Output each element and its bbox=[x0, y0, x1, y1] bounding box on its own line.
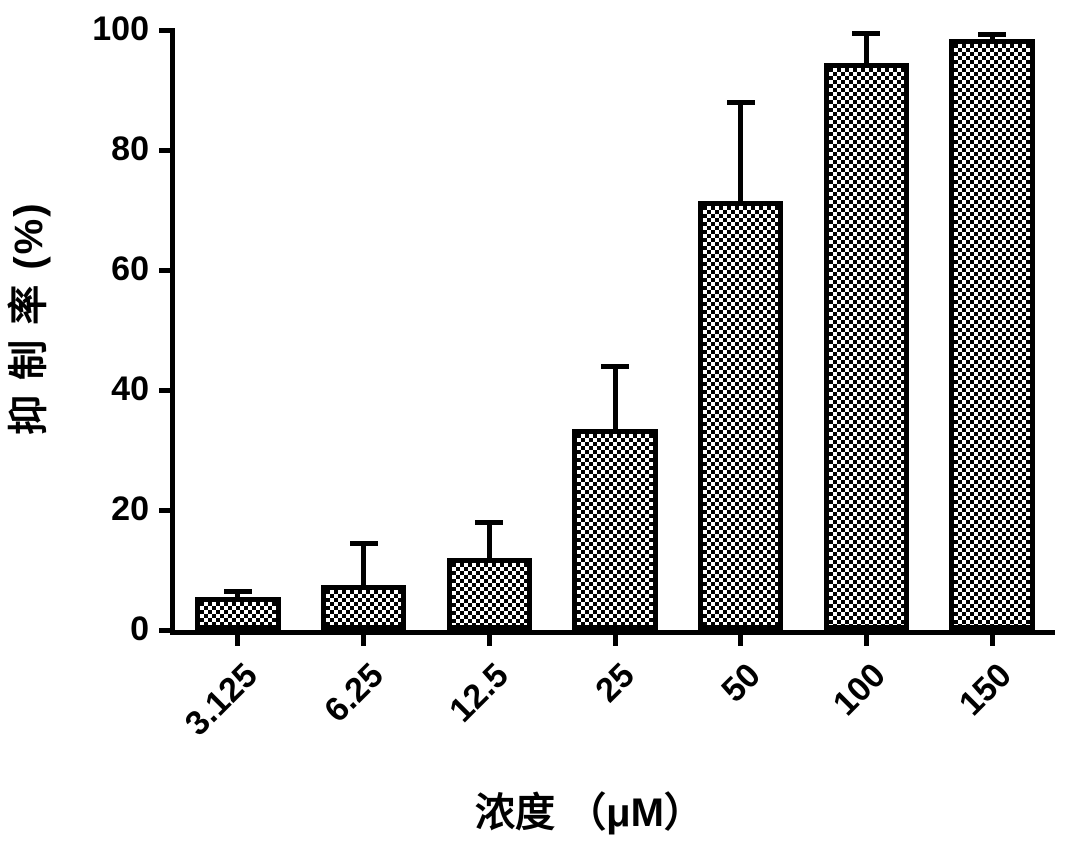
x-tick-label: 25 bbox=[588, 656, 642, 710]
x-tick-label: 50 bbox=[714, 656, 768, 710]
error-cap bbox=[224, 589, 252, 594]
error-cap bbox=[727, 100, 755, 105]
x-axis-line bbox=[170, 630, 1055, 635]
y-tick-label: 100 bbox=[92, 10, 149, 49]
inhibition-rate-bar-chart: 3.125 6.25 12.5 25 50 100 150 0 20 40 60 80 100 抑 制 率… bbox=[0, 0, 1083, 847]
y-tick-label: 80 bbox=[111, 130, 149, 169]
error-cap bbox=[601, 364, 629, 369]
bar bbox=[195, 597, 280, 630]
error-bar bbox=[361, 543, 366, 585]
bar bbox=[949, 39, 1034, 630]
y-tick-label: 0 bbox=[130, 610, 149, 649]
x-tick-label: 100 bbox=[826, 656, 894, 724]
bar bbox=[824, 63, 909, 630]
error-bar bbox=[487, 522, 492, 558]
plot-area bbox=[175, 30, 1055, 630]
y-tick-label: 20 bbox=[111, 490, 149, 529]
bar bbox=[321, 585, 406, 630]
bar bbox=[447, 558, 532, 630]
error-bar bbox=[864, 33, 869, 63]
error-cap bbox=[978, 32, 1006, 37]
error-cap bbox=[475, 520, 503, 525]
x-axis-title: 浓度 （μM） bbox=[475, 780, 704, 838]
x-tick-label: 6.25 bbox=[317, 656, 391, 730]
x-tick-label: 12.5 bbox=[442, 656, 516, 730]
x-tick-label: 3.125 bbox=[178, 656, 266, 744]
y-axis-title: 抑 制 率 (%) bbox=[0, 235, 54, 435]
bar bbox=[698, 201, 783, 630]
error-bar bbox=[613, 366, 618, 429]
bar bbox=[572, 429, 657, 630]
y-tick-label: 60 bbox=[111, 250, 149, 289]
error-cap bbox=[350, 541, 378, 546]
x-tick-label: 150 bbox=[952, 656, 1020, 724]
error-cap bbox=[852, 31, 880, 36]
error-bar bbox=[738, 102, 743, 201]
y-tick-label: 40 bbox=[111, 370, 149, 409]
y-axis-line bbox=[170, 30, 175, 635]
